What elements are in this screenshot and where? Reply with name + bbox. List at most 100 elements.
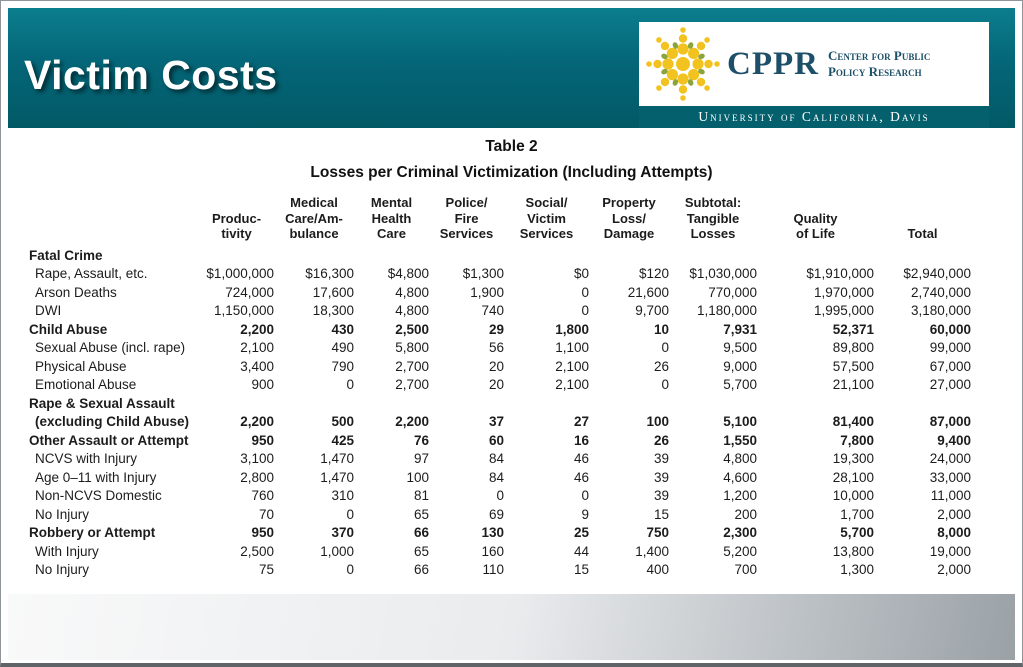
- row-label: Other Assault or Attempt: [29, 432, 189, 448]
- row-label: No Injury: [35, 506, 90, 522]
- header-band: Victim Costs: [8, 8, 1015, 128]
- cell-value: 100: [406, 469, 429, 485]
- cell-value: 27: [573, 414, 589, 430]
- cell-value: 724,000: [225, 284, 274, 300]
- cell-value: 200: [734, 506, 757, 522]
- cell-value: 370: [331, 525, 354, 541]
- cell-value: 17,600: [312, 284, 354, 300]
- row-label: Physical Abuse: [35, 358, 127, 374]
- cell-value: 2,000: [937, 562, 971, 578]
- cell-value: 28,100: [832, 469, 874, 485]
- column-header: Mental Health Care: [370, 195, 413, 242]
- cell-value: 60: [488, 432, 504, 448]
- cell-value: 10,000: [832, 488, 874, 504]
- cell-value: [757, 395, 874, 414]
- cell-value: 0: [661, 377, 669, 393]
- cell-value: [589, 395, 669, 414]
- column-header: Total: [907, 226, 938, 242]
- table-title: Table 2: [485, 138, 538, 155]
- cell-value: [429, 395, 504, 414]
- cell-value: 44: [573, 543, 589, 559]
- cell-value: 1,800: [555, 321, 589, 337]
- cell-value: 0: [346, 506, 354, 522]
- cell-value: [504, 247, 589, 266]
- cell-value: $4,800: [387, 266, 429, 282]
- cell-value: 84: [488, 451, 504, 467]
- cell-value: 65: [413, 506, 429, 522]
- cell-value: [274, 395, 354, 414]
- cell-value: 0: [581, 488, 589, 504]
- cell-value: 160: [481, 543, 504, 559]
- cell-value: 750: [646, 525, 669, 541]
- row-label: Emotional Abuse: [35, 377, 137, 393]
- cell-value: 1,470: [320, 451, 354, 467]
- table-row: (excluding Child Abuse) 2,200 500 2,200 37 27…: [29, 413, 971, 432]
- cell-value: 46: [573, 451, 589, 467]
- cell-value: 5,700: [840, 525, 874, 541]
- cell-value: 39: [653, 451, 669, 467]
- cell-value: 400: [646, 562, 669, 578]
- cell-value: 110: [482, 562, 504, 578]
- table-row: Emotional Abuse 900 0 2,700 20 2,100 0 5,700 21,…: [29, 376, 971, 395]
- cell-value: 66: [413, 525, 429, 541]
- cell-value: 11,000: [930, 488, 971, 504]
- cell-value: $16,300: [305, 266, 354, 282]
- row-label: Fatal Crime: [29, 247, 103, 263]
- cell-value: 19,000: [929, 543, 971, 559]
- cell-value: $1,300: [462, 266, 504, 282]
- cell-value: 2,300: [723, 525, 757, 541]
- cell-value: [199, 247, 274, 266]
- cell-value: 3,100: [240, 451, 274, 467]
- row-label: Rape, Assault, etc.: [35, 266, 148, 282]
- cell-value: 15: [573, 562, 589, 578]
- cell-value: 130: [481, 525, 504, 541]
- cell-value: [274, 247, 354, 266]
- cell-value: 20: [488, 358, 504, 374]
- cell-value: 24,000: [929, 451, 971, 467]
- cell-value: $1,910,000: [806, 266, 874, 282]
- cell-value: 7,800: [840, 432, 874, 448]
- cell-value: 19,300: [832, 451, 874, 467]
- table-row: Arson Deaths 724,000 17,600 4,800 1,900 0 21,6…: [29, 284, 971, 303]
- cell-value: 0: [581, 284, 589, 300]
- cell-value: 66: [413, 562, 429, 578]
- cell-value: 0: [661, 340, 669, 356]
- cell-value: 70: [258, 506, 274, 522]
- cell-value: 4,800: [395, 284, 429, 300]
- losses-table: Produc-tivity Medical Care/Am-bulance Menta…: [29, 195, 971, 580]
- row-label: Arson Deaths: [35, 284, 117, 300]
- cell-value: 4,600: [723, 469, 757, 485]
- starburst-icon: [646, 27, 720, 101]
- cell-value: 1,995,000: [813, 303, 874, 319]
- table-row: Child Abuse 2,200 430 2,500 29 1,800 10 7,931 52…: [29, 321, 971, 340]
- cell-value: $1,030,000: [689, 266, 757, 282]
- cell-value: 56: [488, 340, 504, 356]
- cell-value: $1,000,000: [206, 266, 274, 282]
- cell-value: 65: [413, 543, 429, 559]
- cell-value: 37: [488, 414, 504, 430]
- cell-value: 9,000: [723, 358, 757, 374]
- row-label: With Injury: [35, 543, 99, 559]
- cell-value: 4,800: [395, 303, 429, 319]
- cell-value: 69: [488, 506, 504, 522]
- row-label: DWI: [35, 303, 62, 319]
- cell-value: 39: [653, 488, 669, 504]
- cell-value: $0: [573, 266, 589, 282]
- cell-value: 5,100: [723, 414, 757, 430]
- row-label: Non-NCVS Domestic: [35, 488, 162, 504]
- table-row: No Injury 75 0 66 110 15 400 700 1,300 2,000: [29, 561, 971, 580]
- cell-value: [669, 395, 757, 414]
- cell-value: 60,000: [929, 321, 971, 337]
- cell-value: 2,700: [395, 377, 429, 393]
- cell-value: 21,600: [627, 284, 669, 300]
- row-label: Sexual Abuse (incl. rape): [35, 340, 186, 356]
- cell-value: 8,000: [937, 525, 971, 541]
- table-row: NCVS with Injury 3,100 1,470 97 84 46 39 4,800 1…: [29, 450, 971, 469]
- column-header-empty: [29, 195, 199, 247]
- cell-value: 950: [251, 432, 274, 448]
- cell-value: 500: [331, 414, 354, 430]
- row-label: (excluding Child Abuse): [35, 414, 190, 430]
- cell-value: 75: [258, 562, 274, 578]
- table-row: With Injury 2,500 1,000 65 160 44 1,400 5,200 13…: [29, 543, 971, 562]
